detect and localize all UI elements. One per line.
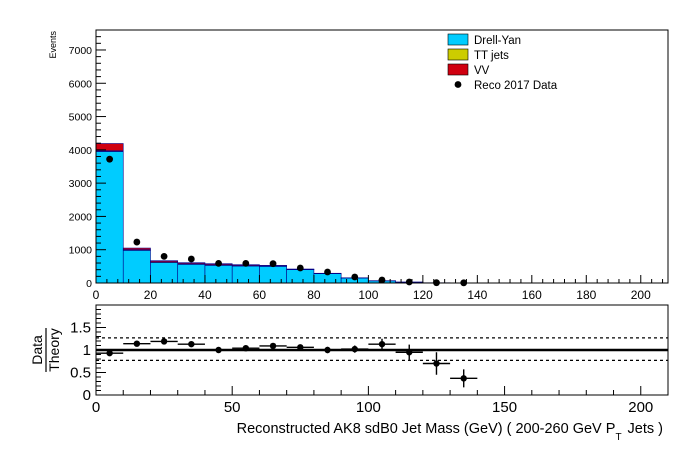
x-tick-label: 0 [92,399,100,416]
bar [286,269,315,284]
legend-label: VV [474,65,490,77]
legend-label: Drell-Yan [474,35,521,47]
data-point [351,273,359,281]
legend-swatch [447,48,469,61]
x-axis: 0 20 40 60 80 100 120 140 160 180 200 [93,275,664,302]
x-tick-label: 150 [492,399,517,416]
legend-label: Reco 2017 Data [474,80,558,92]
ratio-point [188,340,195,348]
data-point [296,264,304,272]
ratio-point [324,346,331,354]
x-tick-label: 100 [358,288,378,302]
x-tick-label: 100 [356,399,381,416]
data-point [242,259,250,267]
data-point [106,155,114,163]
data-point [324,268,331,276]
ratio-series [96,338,478,388]
bar [150,262,179,284]
bar [177,262,206,264]
x-axis-title: Reconstructed AK8 sdB0 Jet Mass (GeV) ( … [237,421,663,443]
ratio-label-numerator: Data [29,335,45,365]
ratio-label-denominator: Theory [46,328,62,372]
bar [122,247,151,251]
bar [150,260,179,263]
y-tick-label: 7000 [69,45,93,57]
legend: Drell-Yan TT jets VV Reco 2017 Data [447,33,558,92]
ratio-point [460,375,467,382]
y-tick-label: 3000 [69,178,93,190]
y-tick-label: 1 [83,342,91,359]
y-tick-label: 6000 [69,78,93,90]
data-point [133,238,141,246]
ratio-point [133,340,141,347]
distribution-panel: 0 20 40 60 80 100 120 140 160 180 2000100020003000… [48,29,669,302]
x-axis-title-main: Reconstructed AK8 sdB0 Jet Mass (GeV) ( … [237,421,616,437]
y-tick-label: 0 [86,278,92,290]
data-point [405,278,413,286]
legend-marker [454,81,462,88]
data-point [187,255,195,263]
y-tick-label: 4000 [69,145,93,157]
x-axis-title-subscript: T [615,432,621,443]
ratio-point [106,349,113,357]
y-tick-label: 0.5 [70,365,91,382]
data-point [215,259,222,267]
x-axis-title-tail: Jets ) [628,421,663,437]
ratio-point [433,360,440,367]
series-reco-data [106,155,468,287]
data-point [269,260,277,268]
ratio-y-label: Data Theory [29,328,62,372]
bar [231,265,260,284]
y-axis: 0 1000 2000 3000 4000 5000 6000 7000 [69,29,106,290]
x-tick-label: 160 [522,288,542,302]
x-tick-label: 200 [631,288,651,302]
x-tick-label: 50 [224,399,241,416]
ratio-point [406,349,413,356]
y-tick-label: 1000 [69,245,93,257]
data-point [160,252,168,260]
ratio-point [378,340,386,348]
data-point [378,276,386,284]
ratio-point [160,338,168,345]
ratio-point [242,345,250,352]
series-drell-yan [95,151,478,284]
x-tick-label: 120 [413,288,433,302]
y-tick-label: 1.5 [70,320,91,337]
x-tick-label: 80 [307,288,321,302]
bar [204,265,233,284]
ratio-x-axis: 0 50 100 150 200 [92,386,669,416]
x-tick-label: 180 [576,288,596,302]
legend-swatch [447,63,469,76]
ratio-point [269,342,277,350]
plot-area [96,30,668,283]
legend-swatch [447,33,469,46]
y-tick-label: 5000 [69,112,93,124]
ratio-y-axis: 0 0.5 1 1.5 [70,304,106,404]
ratio-point [215,346,222,354]
bar [95,151,124,284]
x-tick-label: 60 [253,288,267,302]
x-tick-label: 20 [144,288,158,302]
bar [177,264,206,284]
ratio-point [351,345,358,353]
bar [259,266,287,284]
bar [122,250,151,284]
y-tick-label: 2000 [69,211,93,223]
y-axis-label: Events [48,31,58,59]
x-tick-label: 140 [467,288,487,302]
x-tick-label: 0 [93,288,100,302]
x-tick-label: 200 [628,399,653,416]
x-tick-label: 40 [198,288,212,302]
y-tick-label: 0 [83,387,91,404]
legend-label: TT jets [474,50,509,62]
ratio-point [297,344,304,351]
